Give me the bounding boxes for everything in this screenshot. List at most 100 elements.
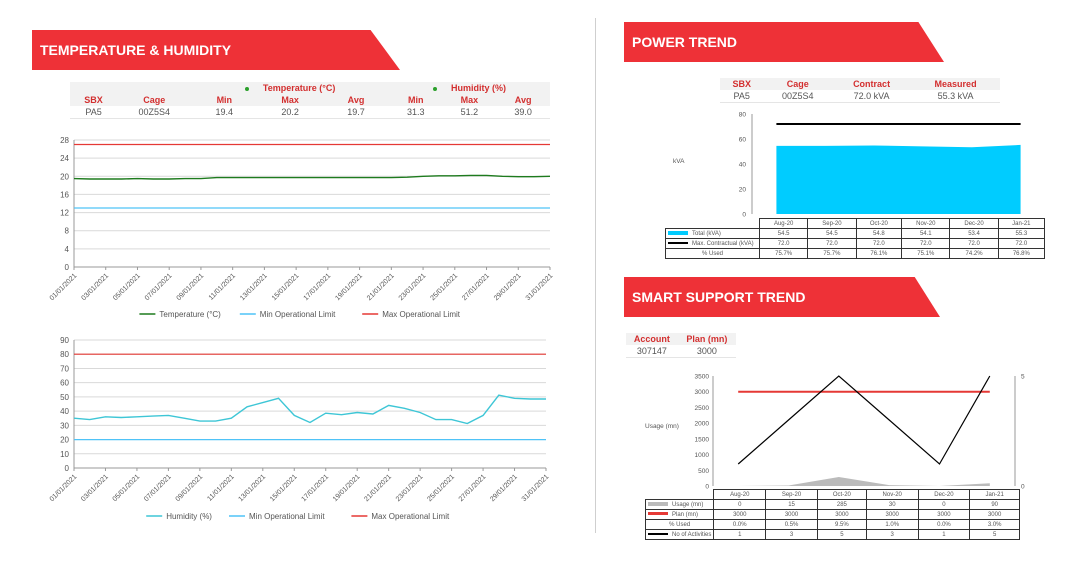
power-cell: 55.3 kVA [911, 90, 1000, 103]
support-y2-tick-label: 5 [1021, 374, 1025, 381]
th-cell: 31.3 [388, 106, 443, 119]
support-cell: 3000 [917, 509, 971, 520]
support-cell: 3000 [677, 345, 736, 358]
th-cell: 19.4 [191, 106, 258, 119]
power-title: POWER TREND [632, 34, 737, 50]
power-y-label: kVA [673, 158, 685, 165]
hum-legend-label: Max Operational Limit [371, 512, 450, 521]
support-cell: 3 [765, 529, 818, 540]
power-cell: 72.0 kVA [832, 90, 912, 103]
support-cell: 0.0% [917, 519, 971, 530]
plan-swatch-icon [648, 512, 668, 516]
hum-y-tick-label: 30 [60, 421, 69, 430]
hum-x-tick-label: 23/01/2021 [395, 473, 425, 503]
temp-y-tick-label: 4 [65, 245, 70, 254]
support-usage-area [738, 477, 990, 486]
humidity-dot-icon [432, 86, 437, 91]
power-col-contract: Contract [832, 78, 912, 90]
support-col-account: Account [626, 333, 678, 345]
power-cell: 76.8% [997, 248, 1046, 259]
temp-x-tick-label: 21/01/2021 [366, 272, 396, 302]
hum-x-tick-label: 11/01/2021 [206, 473, 235, 502]
temp-x-tick-label: 15/01/2021 [271, 272, 301, 302]
support-cell: 1.0% [865, 519, 919, 530]
support-cell: 30 [865, 499, 919, 510]
temp-x-tick-label: 25/01/2021 [429, 272, 459, 302]
support-cat: Aug-20 [713, 489, 767, 500]
th-col-sbx: SBX [70, 94, 118, 106]
power-cell: 72.0 [807, 238, 857, 249]
power-cell: 72.0 [949, 238, 999, 249]
support-y2-tick-label: 0 [1021, 484, 1025, 491]
th-col-cage: Cage [117, 94, 192, 106]
support-cell: 90 [969, 499, 1020, 510]
th-cell: 51.2 [442, 106, 497, 119]
support-cell: 5 [969, 529, 1020, 540]
power-cell: 75.7% [758, 248, 809, 259]
support-row-label: % Used [644, 519, 715, 530]
power-total-area [776, 144, 1021, 214]
temp-x-tick-label: 01/01/2021 [49, 272, 79, 302]
temp-x-tick-label: 17/01/2021 [303, 272, 333, 302]
power-y-tick-label: 40 [739, 162, 747, 169]
power-cat: Oct-20 [855, 218, 903, 229]
hum-x-tick-label: 01/01/2021 [49, 473, 79, 503]
temperature-chart: 0 4 8 12 16 20 24 28 01/01/2021 03/01/2021 05/01/2… [49, 136, 555, 319]
power-row-label: % Used [665, 248, 760, 259]
support-col-plan: Plan (mn) [677, 333, 736, 345]
power-cell: 53.4 [949, 228, 999, 239]
hum-x-tick-label: 31/01/2021 [521, 473, 551, 503]
hum-x-tick-label: 27/01/2021 [458, 473, 488, 503]
th-cell: 00Z5S4 [117, 106, 192, 119]
hum-y-tick-label: 0 [65, 464, 70, 473]
power-y-tick-label: 60 [739, 137, 747, 144]
power-row-label: Max. Contractual (kVA) [665, 238, 760, 249]
support-row-label: Plan (mn) [644, 509, 715, 520]
temp-x-tick-label: 31/01/2021 [525, 272, 555, 302]
support-cell: 3000 [969, 509, 1020, 520]
support-cell: 3000 [816, 509, 867, 520]
hum-y-tick-label: 40 [60, 407, 69, 416]
support-cell: 1 [713, 529, 767, 540]
temp-x-tick-label: 05/01/2021 [112, 272, 142, 302]
hum-x-tick-label: 29/01/2021 [489, 473, 519, 503]
power-cell: 72.0 [901, 238, 951, 249]
hum-series-line-0 [73, 394, 546, 425]
hum-x-tick-label: 03/01/2021 [80, 473, 110, 503]
support-cat: Sep-20 [765, 489, 818, 500]
temp-legend-label: Min Operational Limit [260, 310, 336, 319]
support-cell: 285 [816, 499, 867, 510]
total-swatch-icon [668, 230, 688, 235]
power-summary-table: SBX Cage Contract Measured PA5 00Z5S4 72… [720, 78, 1000, 103]
column-divider [595, 18, 596, 533]
power-col-sbx: SBX [720, 78, 764, 90]
support-y-label: Usage (mn) [645, 423, 679, 430]
support-cell: 3.0% [969, 519, 1020, 530]
hum-x-tick-label: 07/01/2021 [143, 473, 173, 503]
hum-x-tick-label: 13/01/2021 [237, 473, 267, 503]
power-cell: 54.8 [855, 228, 903, 239]
support-banner: SMART SUPPORT TREND [624, 277, 940, 317]
support-row-label: No of Activities [644, 529, 715, 540]
temp-legend-label: Max Operational Limit [382, 310, 461, 319]
support-cell: 1 [917, 529, 971, 540]
temp-y-tick-label: 8 [65, 227, 70, 236]
hum-y-tick-label: 10 [60, 450, 69, 459]
support-y-tick-label: 1500 [695, 436, 710, 443]
hum-x-tick-label: 19/01/2021 [332, 473, 362, 503]
temp-y-tick-label: 24 [60, 154, 69, 163]
support-cell: 15 [765, 499, 818, 510]
power-cat: Aug-20 [758, 218, 809, 229]
th-col-hum-avg: Avg [496, 94, 550, 106]
power-cell: 75.1% [901, 248, 951, 259]
usage-swatch-icon [648, 501, 668, 506]
temp-humidity-title: TEMPERATURE & HUMIDITY [40, 42, 232, 58]
support-row-label: Usage (mn) [644, 499, 715, 510]
power-cell: 00Z5S4 [763, 90, 832, 103]
temp-x-tick-label: 29/01/2021 [493, 272, 523, 302]
power-cell: 76.1% [855, 248, 903, 259]
hum-legend-label: Humidity (%) [166, 512, 212, 521]
temp-humidity-banner: TEMPERATURE & HUMIDITY [32, 30, 400, 70]
support-cell: 0.0% [713, 519, 767, 530]
power-cell: 55.3 [997, 228, 1046, 239]
